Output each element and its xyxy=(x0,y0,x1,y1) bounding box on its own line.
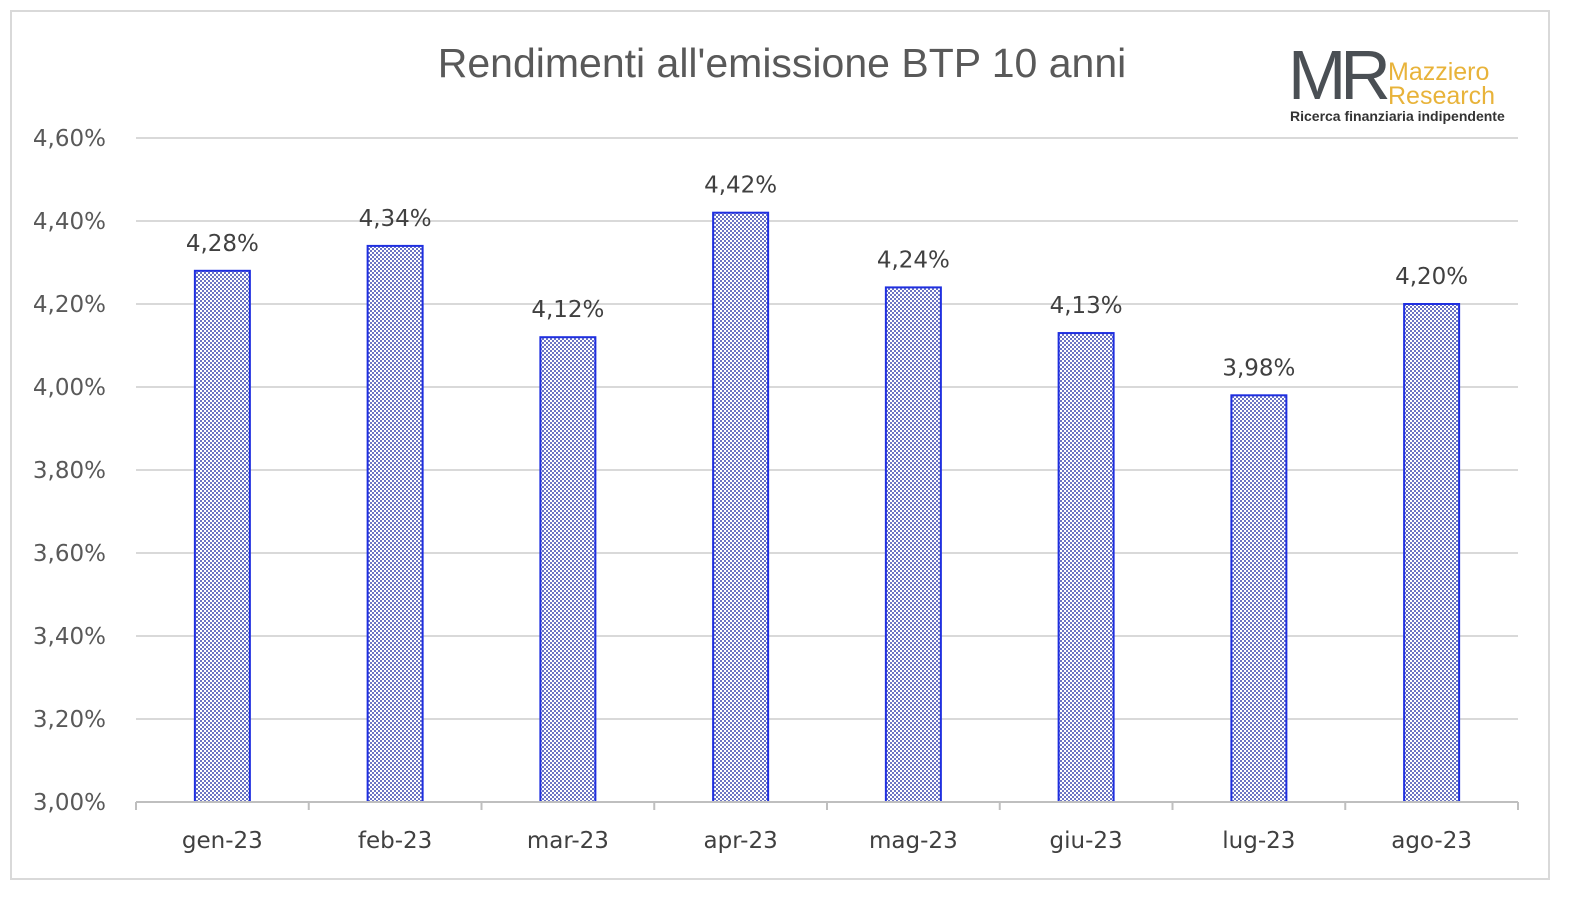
data-label: 3,98% xyxy=(1222,355,1295,381)
bar-lug-23 xyxy=(1230,394,1288,803)
x-tick-label: ago-23 xyxy=(1391,828,1472,854)
logo-brand-line2: Research xyxy=(1388,82,1495,110)
data-label: 4,28% xyxy=(186,231,259,257)
data-label: 4,20% xyxy=(1395,264,1468,290)
mazziero-research-logo: MR Mazziero Research Ricerca finanziaria… xyxy=(1288,40,1518,128)
chart-title: Rendimenti all'emissione BTP 10 anni xyxy=(437,40,1127,86)
logo-brand-line1: Mazziero xyxy=(1388,58,1490,86)
logo-brand: Mazziero Research xyxy=(1388,58,1495,110)
chart-frame xyxy=(10,10,1550,880)
bar-mag-23 xyxy=(884,286,942,803)
data-labels: 4,28% 4,34% 4,12% 4,42% 4,24% 4,13% 3,98% 4,20% xyxy=(186,173,1468,382)
bar-feb-23 xyxy=(366,244,424,803)
y-tick-label: 4,40% xyxy=(33,209,106,235)
logo-tagline: Ricerca finanziaria indipendente xyxy=(1290,108,1505,124)
y-tick-label: 3,80% xyxy=(33,458,106,484)
data-label: 4,12% xyxy=(531,297,604,323)
y-tick-label: 3,00% xyxy=(33,790,106,816)
y-tick-label: 4,20% xyxy=(33,292,106,318)
data-label: 4,42% xyxy=(704,173,777,199)
x-tick-label: gen-23 xyxy=(182,828,263,854)
y-axis-ticks: 3,00% 3,20% 3,40% 3,60% 3,80% 4,00% 4,20% 4,40%… xyxy=(33,126,106,816)
y-tick-label: 4,60% xyxy=(33,126,106,152)
x-tick-label: mar-23 xyxy=(527,828,609,854)
bar-apr-23 xyxy=(712,211,770,803)
bar-gen-23 xyxy=(193,269,251,803)
bars xyxy=(193,211,1461,803)
x-tick-label: lug-23 xyxy=(1222,828,1295,854)
data-label: 4,24% xyxy=(877,247,950,273)
y-tick-label: 4,00% xyxy=(33,375,106,401)
gridlines xyxy=(136,137,1518,720)
data-label: 4,13% xyxy=(1050,293,1123,319)
bar-mar-23 xyxy=(539,336,597,803)
x-tick-label: mag-23 xyxy=(869,828,958,854)
bar-giu-23 xyxy=(1057,332,1115,803)
y-tick-label: 3,40% xyxy=(33,624,106,650)
x-tick-label: feb-23 xyxy=(358,828,432,854)
x-tick-label: apr-23 xyxy=(704,828,778,854)
y-tick-label: 3,60% xyxy=(33,541,106,567)
x-tick-label: giu-23 xyxy=(1050,828,1123,854)
bar-ago-23 xyxy=(1403,303,1461,803)
x-axis: gen-23 feb-23 mar-23 apr-23 mag-23 giu-23 lug-… xyxy=(135,801,1519,854)
data-label: 4,34% xyxy=(359,206,432,232)
logo-mark: MR xyxy=(1288,36,1391,114)
y-tick-label: 3,20% xyxy=(33,707,106,733)
